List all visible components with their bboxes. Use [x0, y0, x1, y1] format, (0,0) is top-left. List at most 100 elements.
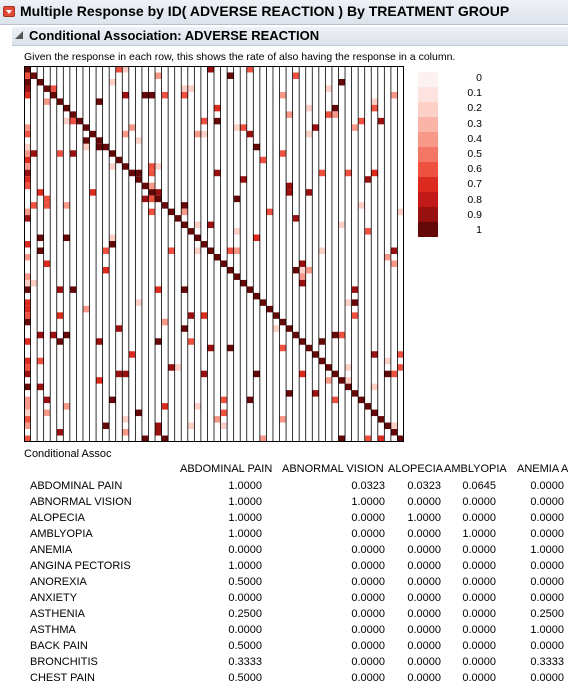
heatmap-cell [207, 344, 214, 352]
heatmap-cell [279, 416, 287, 423]
heatmap-cell [43, 409, 51, 417]
legend-swatch [418, 102, 438, 118]
table-cell: 0.0000 [530, 592, 564, 604]
heatmap-cell [358, 202, 365, 209]
heatmap-cell [299, 279, 306, 287]
heatmap-cell [24, 396, 31, 404]
heatmap-cell [384, 370, 391, 378]
table-cell: 0.3333 [530, 656, 564, 668]
heatmap-cell [24, 409, 31, 417]
table-cell: 1.0000 [228, 512, 262, 524]
heatmap-cell [371, 104, 378, 112]
heatmap-cell [161, 403, 169, 410]
heatmap-cell [30, 279, 38, 287]
heatmap-cell [266, 305, 273, 313]
heatmap-cell [292, 215, 300, 222]
heatmap-cell [358, 396, 365, 404]
heatmap-cell [122, 163, 129, 170]
heatmap-cell [37, 357, 44, 365]
table-cell: 0.0000 [407, 560, 441, 572]
heatmap-cell [305, 104, 313, 112]
heatmap-cell [187, 312, 195, 319]
table-row-label: CHEST PAIN [30, 672, 95, 684]
heatmap-cell [24, 435, 31, 442]
heatmap-cell [96, 338, 103, 345]
table-cell: 0.0000 [462, 656, 496, 668]
heatmap-cell [194, 247, 201, 254]
heatmap-cell [299, 273, 306, 280]
table-cell: 0.0000 [407, 672, 441, 684]
table-cell: 0.2500 [228, 608, 262, 620]
conditional-association-heatmap [24, 66, 404, 442]
heatmap-cell [122, 91, 129, 99]
heatmap-cell [253, 370, 260, 378]
table-cell: 0.0000 [351, 512, 385, 524]
heatmap-cell [227, 266, 234, 274]
heatmap-cell [390, 422, 398, 430]
heatmap-cell [377, 117, 385, 125]
heatmap-cell [141, 195, 149, 203]
heatmap-cell [24, 422, 31, 430]
legend-label: 0.3 [467, 117, 482, 130]
description-text: Given the response in each row, this sho… [24, 51, 456, 63]
heatmap-cell [30, 202, 38, 209]
red-triangle-menu-icon[interactable] [3, 6, 15, 17]
heatmap-cell [371, 409, 378, 417]
table-row-label: ASTHENIA [30, 608, 86, 620]
table-cell: 1.0000 [228, 560, 262, 572]
disclosure-triangle-icon[interactable] [15, 31, 23, 39]
legend-swatch [418, 117, 438, 133]
heatmap-cell [135, 409, 142, 417]
heatmap-cell [233, 195, 241, 203]
heatmap-cell [358, 117, 365, 125]
color-legend-bar [418, 72, 438, 237]
heatmap-cell [109, 396, 116, 404]
heatmap-cell [299, 338, 306, 345]
heatmap-cell [279, 150, 287, 157]
heatmap-cell [246, 66, 254, 73]
heatmap-cell [272, 312, 280, 319]
heatmap-cell [200, 117, 208, 125]
heatmap-cell [76, 117, 83, 125]
table-row-label: BRONCHITIS [30, 656, 98, 668]
heatmap-cell [37, 234, 44, 242]
table-cell: 1.0000 [530, 544, 564, 556]
heatmap-cell [24, 383, 31, 391]
heatmap-cell [286, 325, 293, 332]
table-cell: 0.0000 [407, 576, 441, 588]
table-title: Conditional Assoc [24, 448, 112, 460]
heatmap-cell [397, 364, 404, 371]
section-header[interactable]: Conditional Association: ADVERSE REACTIO… [12, 27, 568, 46]
heatmap-cell [43, 396, 51, 404]
heatmap-cell [69, 111, 77, 118]
heatmap-cell [312, 124, 319, 131]
table-cell: 1.0000 [462, 528, 496, 540]
heatmap-cell [148, 208, 156, 216]
heatmap-cell [338, 78, 346, 86]
heatmap-cell [102, 143, 110, 151]
heatmap-cell [200, 241, 208, 248]
table-row-label: AMBLYOPIA [30, 528, 93, 540]
heatmap-cell [155, 286, 162, 293]
heatmap-cell [384, 254, 391, 261]
heatmap-cell [227, 247, 234, 254]
heatmap-cell [161, 202, 169, 209]
heatmap-cell [24, 72, 31, 79]
heatmap-cell [56, 338, 64, 345]
heatmap-cell [325, 111, 332, 118]
legend-swatch [418, 72, 438, 88]
section-title: Conditional Association: ADVERSE REACTIO… [29, 28, 320, 43]
heatmap-cell [122, 416, 129, 423]
heatmap-cell [240, 176, 247, 183]
heatmap-cell [50, 85, 57, 92]
table-cell: 0.0645 [462, 480, 496, 492]
heatmap-cell [331, 396, 339, 404]
heatmap-cell [259, 299, 267, 306]
heatmap-cell [220, 422, 228, 430]
heatmap-cell [200, 312, 208, 319]
legend-label: 1 [476, 224, 482, 236]
heatmap-cell [37, 383, 44, 391]
heatmap-cell [30, 150, 38, 157]
heatmap-cell [56, 98, 64, 105]
heatmap-cell [351, 286, 359, 293]
